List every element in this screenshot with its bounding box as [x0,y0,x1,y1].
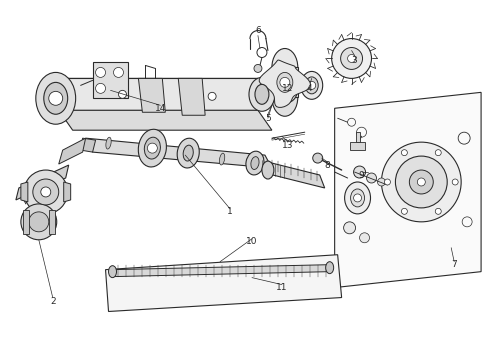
Polygon shape [81,138,96,152]
Ellipse shape [183,145,193,161]
Text: 4: 4 [307,84,313,93]
Ellipse shape [278,75,298,102]
Circle shape [341,48,363,69]
Text: 8: 8 [325,161,331,170]
Polygon shape [335,92,481,288]
Circle shape [49,91,63,105]
Circle shape [401,150,407,156]
Ellipse shape [249,77,275,111]
Circle shape [354,194,362,202]
Circle shape [354,166,366,178]
Polygon shape [49,210,55,234]
Text: 5: 5 [265,114,271,123]
Text: 12: 12 [282,84,294,93]
Text: 3: 3 [352,56,357,65]
Circle shape [41,187,51,197]
Circle shape [308,81,316,89]
Circle shape [24,170,68,214]
Text: 13: 13 [282,141,294,150]
Ellipse shape [106,137,111,149]
Ellipse shape [277,72,293,92]
Polygon shape [113,265,330,276]
Text: 11: 11 [276,283,288,292]
Circle shape [367,173,376,183]
Ellipse shape [326,262,334,274]
Circle shape [417,178,425,186]
Ellipse shape [272,78,298,116]
Circle shape [208,92,216,100]
Ellipse shape [305,77,318,94]
Circle shape [395,156,447,208]
Circle shape [114,67,123,77]
Circle shape [254,64,262,72]
Ellipse shape [143,142,148,154]
Circle shape [377,178,386,186]
Ellipse shape [251,157,259,170]
Circle shape [332,39,371,78]
Ellipse shape [138,129,167,167]
Polygon shape [349,142,365,150]
Polygon shape [178,78,205,115]
Polygon shape [16,165,69,200]
Polygon shape [138,78,165,112]
Circle shape [347,54,356,62]
Text: 10: 10 [246,237,258,246]
Polygon shape [268,162,325,188]
Ellipse shape [177,138,199,168]
Polygon shape [21,182,28,202]
Ellipse shape [108,266,117,278]
Ellipse shape [145,137,160,159]
Text: 6: 6 [255,26,261,35]
Circle shape [96,67,105,77]
Ellipse shape [350,189,365,207]
Circle shape [385,179,391,185]
Polygon shape [86,138,272,168]
Circle shape [435,208,441,214]
Ellipse shape [272,49,298,86]
Polygon shape [356,132,360,142]
Ellipse shape [255,84,269,104]
Text: 9: 9 [359,171,365,180]
Circle shape [360,233,369,243]
Circle shape [313,153,323,163]
Text: 7: 7 [451,260,457,269]
Polygon shape [64,182,71,202]
Circle shape [29,212,49,232]
Circle shape [147,143,157,153]
Text: 2: 2 [50,297,55,306]
Circle shape [401,208,407,214]
Ellipse shape [283,81,293,96]
Circle shape [382,142,461,222]
Circle shape [452,179,458,185]
Text: 14: 14 [155,104,166,113]
Ellipse shape [246,151,264,175]
Text: 1: 1 [227,207,233,216]
Polygon shape [59,110,272,130]
Circle shape [96,84,105,93]
Circle shape [33,179,59,205]
Polygon shape [105,255,342,311]
Ellipse shape [301,71,323,99]
Polygon shape [259,60,311,107]
Circle shape [409,170,433,194]
Circle shape [435,150,441,156]
Ellipse shape [262,161,274,179]
Polygon shape [272,67,298,97]
Ellipse shape [344,182,370,214]
Polygon shape [59,78,258,110]
Circle shape [280,77,290,87]
Ellipse shape [220,153,225,165]
Polygon shape [59,138,86,164]
Polygon shape [23,210,29,234]
Polygon shape [59,78,272,98]
Circle shape [21,204,57,240]
Circle shape [119,90,126,98]
Ellipse shape [183,148,188,160]
Ellipse shape [44,82,68,114]
Circle shape [343,222,356,234]
Ellipse shape [36,72,75,124]
Polygon shape [93,62,128,98]
